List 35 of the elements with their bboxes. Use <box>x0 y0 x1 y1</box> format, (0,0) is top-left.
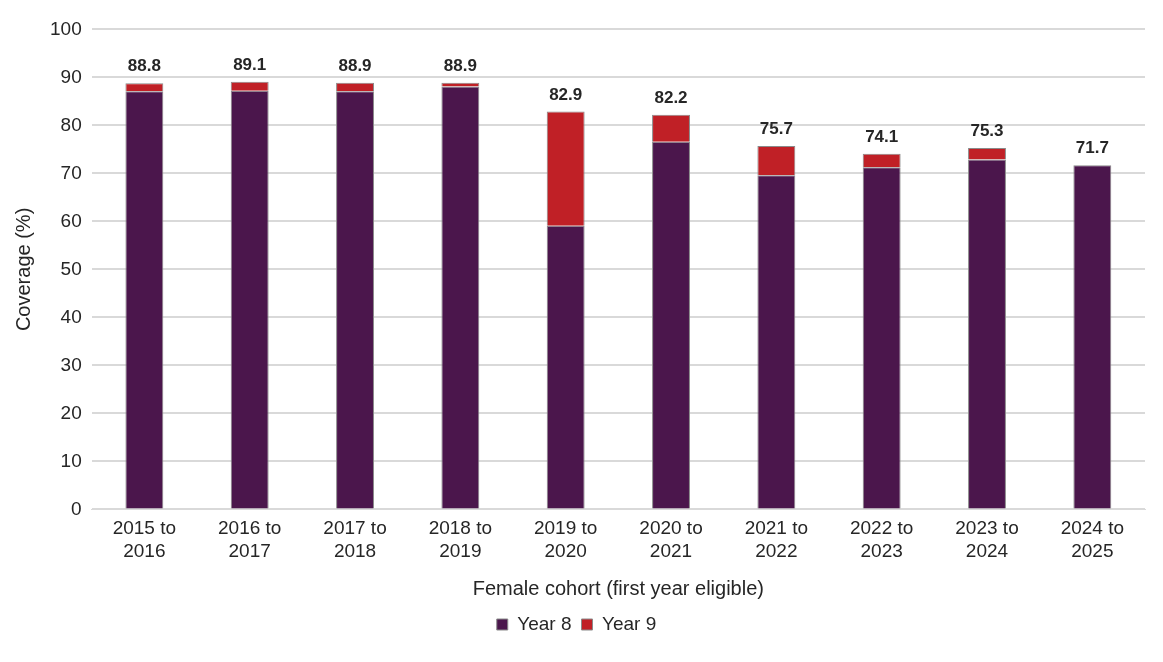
y-tick-label: 60 <box>60 209 82 231</box>
total-label: 75.7 <box>759 119 793 139</box>
y-tick-label: 80 <box>60 113 82 135</box>
x-tick-label: 2017 to 2018 <box>323 517 387 561</box>
total-label: 71.7 <box>1075 138 1109 158</box>
y-tick-label: 70 <box>60 161 82 183</box>
total-label: 89.1 <box>233 54 267 74</box>
x-tick-label: 2022 to 2023 <box>849 517 914 561</box>
y-tick-label: 90 <box>60 65 82 87</box>
x-tick-label: 2021 to 2022 <box>744 517 809 561</box>
y-tick-label: 100 <box>50 17 82 39</box>
total-label: 74.1 <box>865 126 899 146</box>
total-label: 88.9 <box>443 55 477 75</box>
y-tick-label: 0 <box>71 497 82 519</box>
x-tick-label: 2024 to 2025 <box>1060 517 1125 561</box>
legend-label: Year 9 <box>602 612 657 634</box>
y-tick-label: 10 <box>60 449 82 471</box>
x-tick-label: 2023 to 2024 <box>955 517 1019 561</box>
total-label: 75.3 <box>970 121 1004 141</box>
total-label: 88.8 <box>127 56 161 76</box>
y-tick-label: 40 <box>60 305 82 327</box>
x-axis-title: Female cohort (first year eligible) <box>472 576 764 599</box>
y-tick-label: 20 <box>60 401 82 423</box>
x-tick-label: 2020 to 2021 <box>639 517 703 561</box>
y-tick-label: 50 <box>60 257 82 279</box>
total-label: 82.2 <box>654 88 688 108</box>
legend-label: Year 8 <box>517 612 572 634</box>
x-tick-label: 2015 to 2016 <box>112 517 177 561</box>
y-axis-title: Coverage (%) <box>11 207 34 332</box>
y-tick-label: 30 <box>60 353 82 375</box>
x-tick-label: 2018 to 2019 <box>428 517 493 561</box>
total-label: 88.9 <box>338 55 372 75</box>
x-tick-label: 2016 to 2017 <box>217 517 282 561</box>
x-tick-label: 2019 to 2020 <box>533 517 598 561</box>
total-label: 82.9 <box>549 84 583 104</box>
